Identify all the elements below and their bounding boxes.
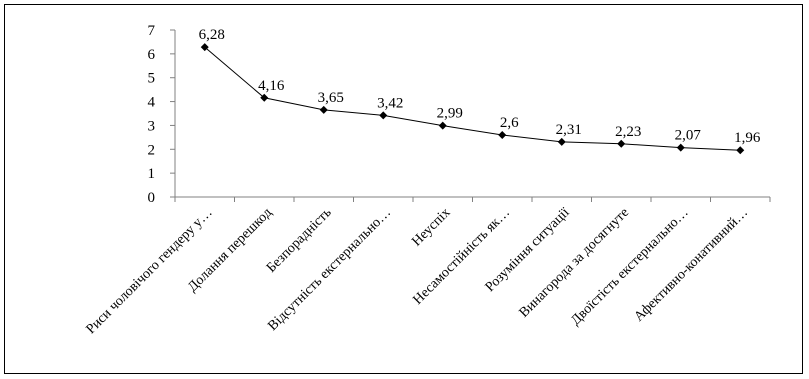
y-tick-label: 4 [148, 95, 156, 111]
y-tick-label: 7 [148, 23, 156, 39]
data-label: 1,96 [734, 130, 761, 146]
y-tick-label: 2 [148, 142, 156, 158]
y-tick-label: 1 [148, 166, 156, 182]
data-label: 6,28 [199, 27, 225, 43]
y-tick-label: 0 [148, 190, 156, 206]
data-label: 2,07 [675, 128, 702, 144]
data-label: 4,16 [258, 78, 285, 94]
data-label: 2,99 [437, 106, 463, 122]
data-label: 2,6 [500, 115, 519, 131]
data-label: 3,42 [377, 95, 403, 111]
data-label: 3,65 [318, 90, 344, 106]
chart-border [5, 5, 803, 374]
data-label: 2,23 [615, 124, 641, 140]
data-label: 2,31 [556, 122, 582, 138]
y-tick-label: 5 [148, 71, 156, 87]
y-tick-label: 3 [148, 118, 156, 134]
y-tick-label: 6 [148, 47, 156, 63]
